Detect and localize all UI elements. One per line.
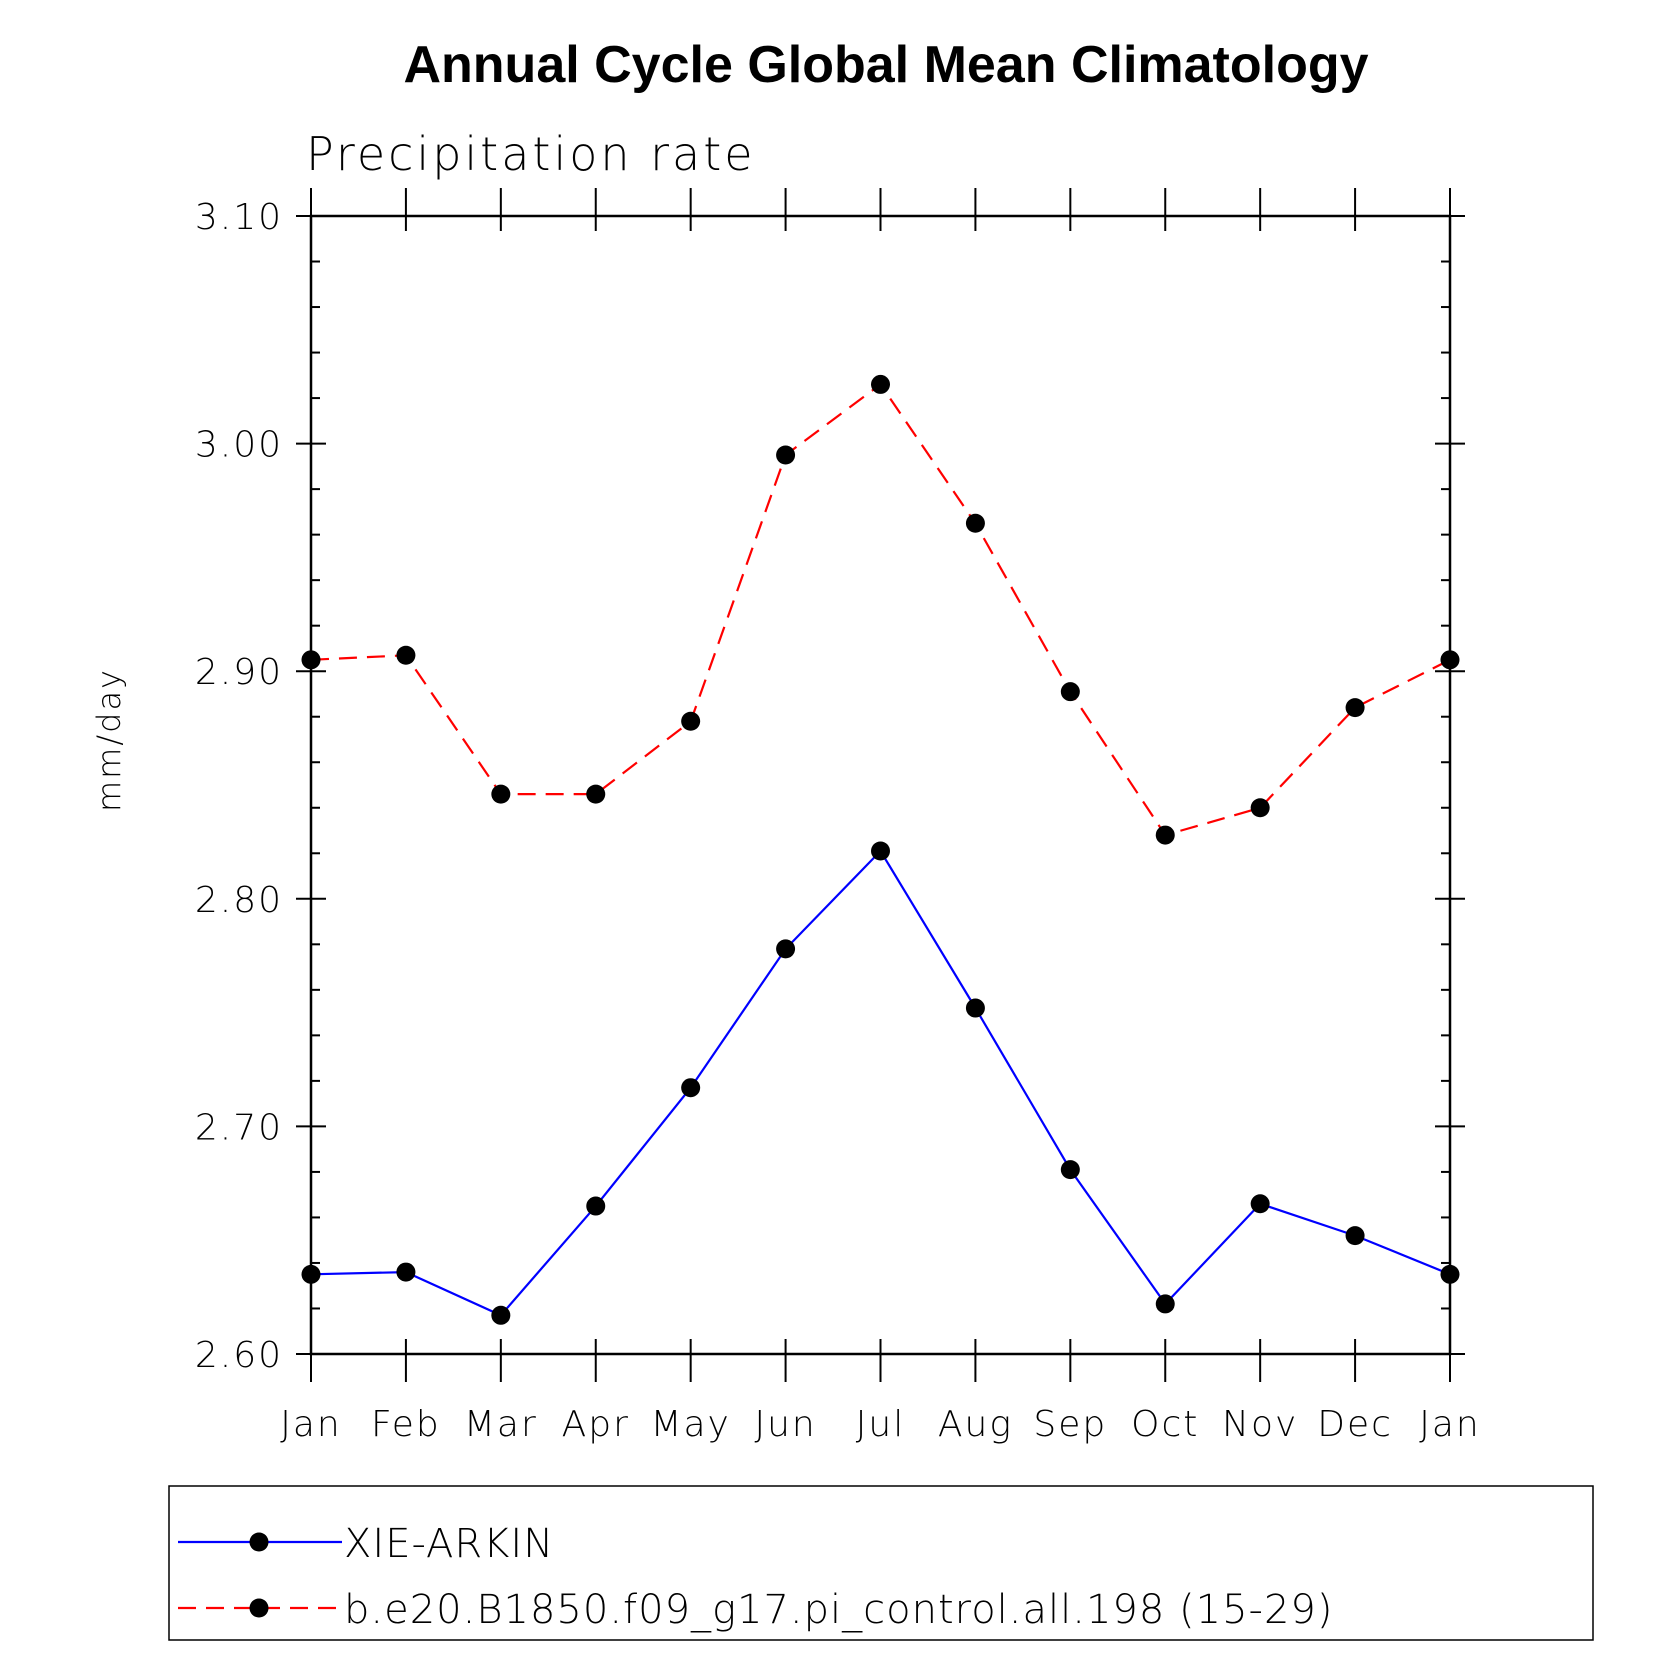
series-line-1 [310, 849, 1451, 1317]
data-point [1060, 1160, 1080, 1180]
data-point [1345, 698, 1365, 718]
data-point [1060, 682, 1080, 702]
y-axis: 2.60 2.70 2.80 2.90 3.00 3.10 [195, 197, 1465, 1376]
data-point [1155, 825, 1175, 845]
x-tick-label: Oct [1131, 1404, 1199, 1445]
x-tick-label: Apr [562, 1404, 630, 1445]
y-tick-label: 3.10 [195, 197, 283, 238]
data-point [1250, 798, 1270, 818]
y-tick-label: 2.80 [195, 880, 283, 921]
data-point [1345, 1226, 1365, 1246]
legend-label-1: XIE-ARKIN [344, 1521, 554, 1567]
data-point [871, 841, 890, 861]
x-tick-label: May [650, 1404, 730, 1445]
data-point [396, 1262, 416, 1282]
data-point [491, 1305, 511, 1325]
x-tick-label: Sep [1033, 1404, 1107, 1445]
y-axis-label: mm/day [90, 668, 128, 812]
y-tick-label: 2.70 [195, 1107, 283, 1148]
plot-area: 2.60 2.70 2.80 2.90 3.00 3.10 Jan Feb Mar Apr May… [195, 188, 1481, 1445]
series-line-2 [310, 382, 1451, 837]
series-layer [301, 374, 1460, 1325]
data-point [965, 998, 985, 1018]
data-point [301, 650, 321, 670]
x-tick-label: Aug [938, 1404, 1013, 1445]
chart-subtitle: Precipitation rate [306, 127, 756, 181]
data-point [396, 645, 416, 665]
x-tick-label: Feb [371, 1404, 441, 1445]
data-point [871, 374, 890, 394]
x-tick-label: Jun [754, 1404, 816, 1445]
y-tick-label: 2.60 [195, 1335, 283, 1376]
data-point [681, 1078, 701, 1098]
y-tick-label: 3.00 [195, 425, 283, 466]
legend-box [168, 1485, 1594, 1641]
legend-label-2: b.e20.B1850.f09_g17.pi_control.all.198 (… [344, 1587, 1333, 1633]
legend-marker [249, 1598, 269, 1618]
data-point [1155, 1294, 1175, 1314]
data-point [776, 445, 796, 465]
x-tick-label: Jul [856, 1404, 905, 1445]
x-tick-label: Jan [1419, 1404, 1481, 1445]
y-tick-label: 2.90 [195, 652, 283, 693]
chart-title: Annual Cycle Global Mean Climatology [403, 36, 1368, 94]
legend-marker [249, 1532, 269, 1552]
data-point [681, 711, 701, 731]
data-point [965, 513, 985, 533]
x-tick-label: Mar [464, 1404, 538, 1445]
data-point [491, 784, 511, 804]
data-point [586, 784, 606, 804]
x-axis: Jan Feb Mar Apr May Jun Jul Aug Sep Oct Nov Dec Jan [280, 188, 1481, 1445]
data-point [1440, 650, 1460, 670]
data-point [586, 1196, 606, 1216]
x-tick-label: Jan [280, 1404, 342, 1445]
data-point [1250, 1194, 1270, 1214]
x-tick-label: Nov [1222, 1404, 1298, 1445]
data-point [1440, 1264, 1460, 1284]
x-tick-label: Dec [1317, 1404, 1393, 1445]
data-point [301, 1264, 321, 1284]
legend: XIE-ARKIN b.e20.B1850.f09_g17.pi_control.… [168, 1485, 1594, 1641]
data-point [776, 939, 796, 959]
